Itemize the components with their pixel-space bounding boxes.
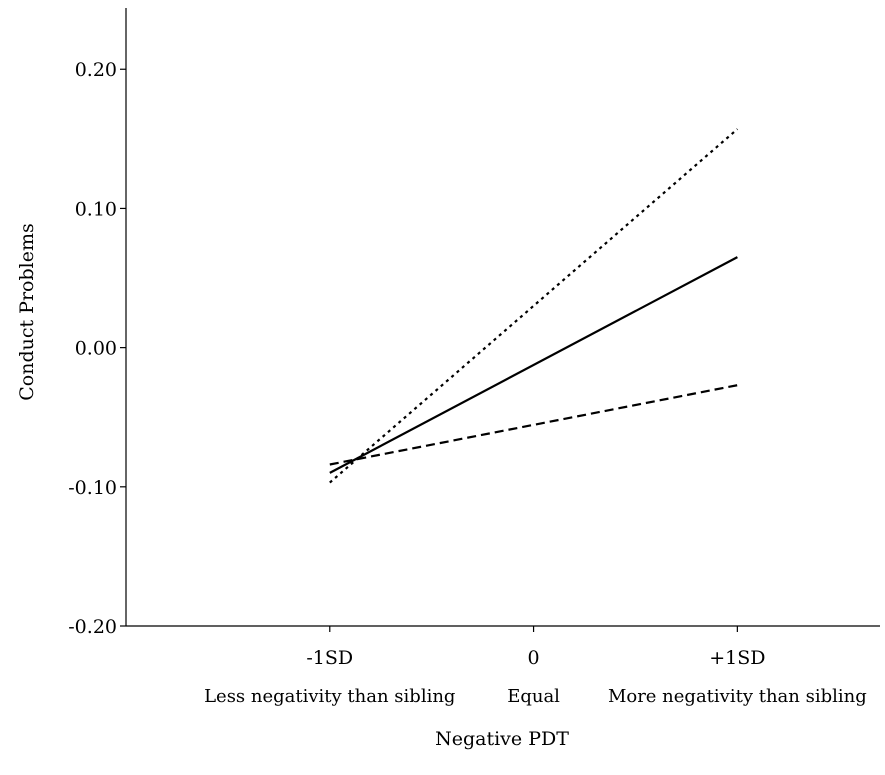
- series-line-3: [329, 384, 738, 466]
- series-line-1: [329, 128, 739, 484]
- series-lines: [329, 128, 739, 484]
- x-tick-label: 0: [528, 647, 540, 669]
- x-sublabel: Equal: [507, 686, 560, 707]
- x-sublabel: More negativity than sibling: [608, 686, 867, 707]
- y-axis-title: Conduct Problems: [16, 223, 38, 401]
- y-tick-label: 0.20: [75, 59, 117, 81]
- x-sublabel: Less negativity than sibling: [204, 686, 455, 707]
- series-line-2: [329, 256, 738, 474]
- y-tick-label: 0.00: [75, 338, 117, 360]
- y-axis-ticks: -0.20 -0.10 0.00 0.10 0.20: [68, 59, 126, 638]
- x-axis-title: Negative PDT: [435, 728, 569, 750]
- x-tick-label: -1SD: [306, 647, 353, 669]
- y-tick-label: -0.20: [68, 616, 117, 638]
- y-tick-label: -0.10: [68, 477, 117, 499]
- x-tick-label: +1SD: [709, 647, 765, 669]
- x-axis-ticks: -1SD Less negativity than sibling 0 Equal +1…: [204, 626, 867, 707]
- y-tick-label: 0.10: [75, 198, 117, 220]
